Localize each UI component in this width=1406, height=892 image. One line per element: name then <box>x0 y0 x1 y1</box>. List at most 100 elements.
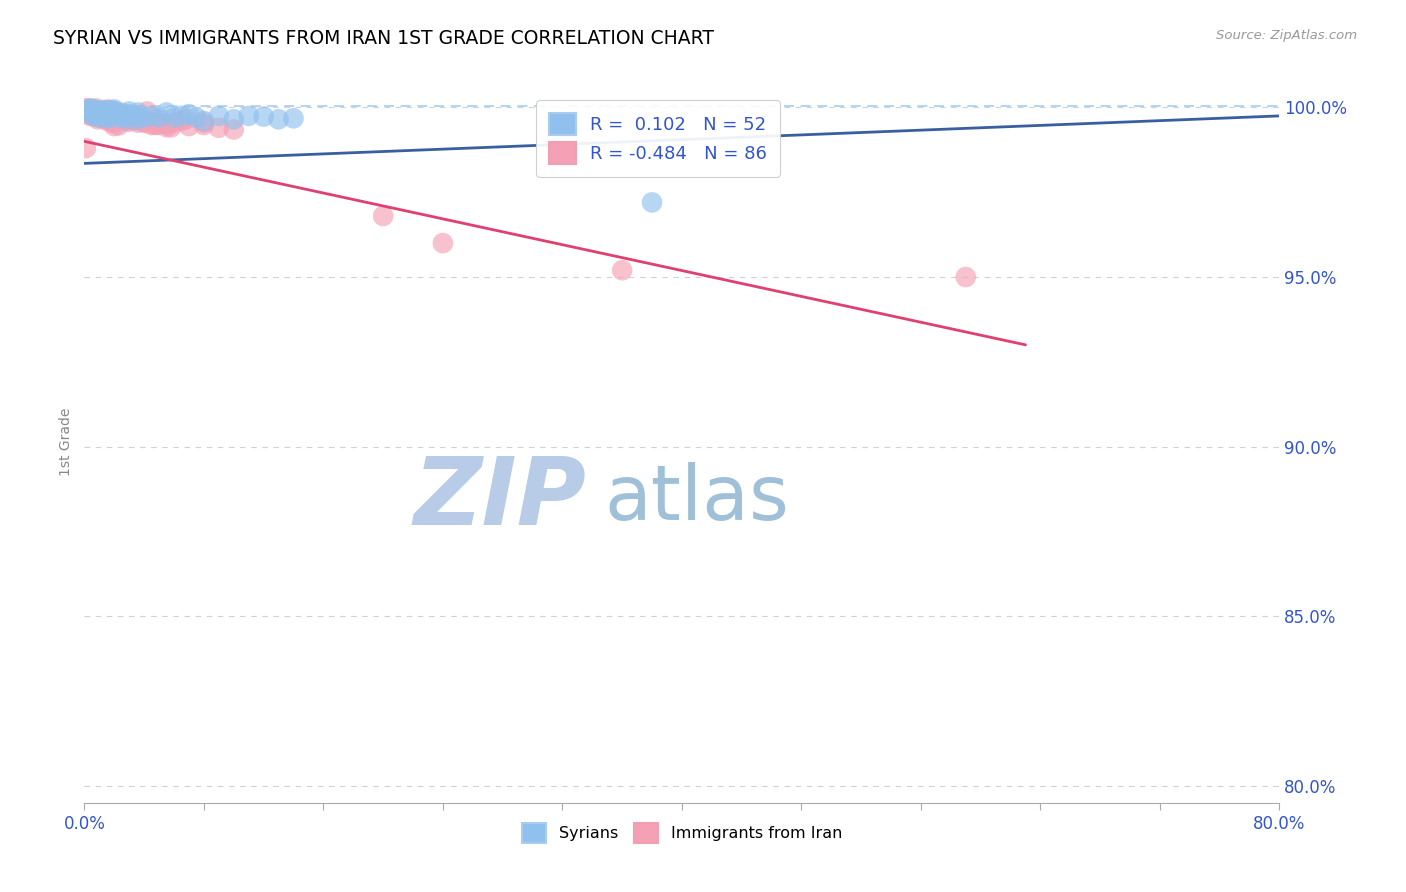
Point <box>97 112 120 126</box>
Point <box>89 106 111 120</box>
Point <box>283 112 305 126</box>
Point <box>118 107 141 121</box>
Point <box>90 107 112 121</box>
Point <box>75 103 97 118</box>
Point <box>80 104 103 119</box>
Point <box>112 109 135 123</box>
Point <box>100 110 122 124</box>
Point <box>97 103 120 118</box>
Point <box>163 116 186 130</box>
Point <box>135 116 157 130</box>
Point <box>79 105 101 120</box>
Point <box>93 103 115 117</box>
Point <box>77 103 100 117</box>
Legend: Syrians, Immigrants from Iran: Syrians, Immigrants from Iran <box>516 817 848 849</box>
Point <box>79 102 101 116</box>
Point <box>146 118 169 132</box>
Point <box>96 112 118 126</box>
Point <box>112 110 135 124</box>
Point <box>87 108 110 122</box>
Point <box>91 109 114 123</box>
Point <box>132 114 156 128</box>
Point <box>432 236 454 251</box>
Point <box>193 114 215 128</box>
Point <box>148 112 170 127</box>
Point <box>118 104 141 119</box>
Point <box>955 270 977 285</box>
Point <box>76 103 98 117</box>
Point <box>132 111 156 125</box>
Point <box>186 111 208 125</box>
Point <box>111 107 134 121</box>
Point <box>83 106 105 120</box>
Point <box>77 102 100 116</box>
Point <box>79 103 101 118</box>
Point <box>125 112 148 127</box>
Point <box>91 105 114 120</box>
Point <box>118 112 141 126</box>
Point <box>93 109 115 123</box>
Point <box>101 111 124 125</box>
Point <box>174 112 197 127</box>
Point <box>94 109 117 123</box>
Point <box>208 120 231 135</box>
Text: Source: ZipAtlas.com: Source: ZipAtlas.com <box>1216 29 1357 42</box>
Point <box>124 112 146 127</box>
Point <box>238 109 260 123</box>
Point <box>115 112 138 127</box>
Point <box>80 102 103 116</box>
Point <box>83 106 105 120</box>
Point <box>170 114 193 128</box>
Text: SYRIAN VS IMMIGRANTS FROM IRAN 1ST GRADE CORRELATION CHART: SYRIAN VS IMMIGRANTS FROM IRAN 1ST GRADE… <box>53 29 714 47</box>
Point <box>118 114 141 128</box>
Point <box>89 106 111 120</box>
Point <box>83 107 105 121</box>
Point <box>155 105 177 120</box>
Point <box>100 105 122 120</box>
Point <box>94 103 117 118</box>
Point <box>193 118 215 132</box>
Point <box>122 112 145 127</box>
Point <box>103 112 125 127</box>
Point <box>76 105 98 120</box>
Point <box>82 104 104 119</box>
Point <box>111 106 134 120</box>
Point <box>105 108 128 122</box>
Point <box>127 116 149 130</box>
Point <box>148 111 170 125</box>
Point <box>96 109 118 123</box>
Point <box>79 109 101 123</box>
Point <box>612 263 634 277</box>
Point <box>80 104 103 119</box>
Point <box>77 105 100 120</box>
Point <box>101 104 124 119</box>
Point <box>80 102 103 116</box>
Point <box>163 111 186 125</box>
Point <box>222 122 245 136</box>
Point <box>76 103 98 118</box>
Point <box>83 110 105 124</box>
Point <box>127 105 149 120</box>
Point <box>86 102 108 116</box>
Point <box>132 115 156 129</box>
Point <box>97 103 120 117</box>
Point <box>101 116 124 130</box>
Point <box>122 109 145 123</box>
Point <box>141 109 163 123</box>
Point <box>177 107 200 121</box>
Point <box>193 116 215 130</box>
Point <box>148 117 170 131</box>
Point <box>86 103 108 117</box>
Point <box>253 110 276 124</box>
Point <box>177 119 200 133</box>
Point <box>98 114 121 128</box>
Point <box>170 109 193 123</box>
Point <box>107 109 129 123</box>
Point <box>118 108 141 122</box>
Point <box>107 119 129 133</box>
Point <box>76 101 98 115</box>
Point <box>127 111 149 125</box>
Point <box>110 111 132 125</box>
Point <box>97 112 120 127</box>
Point <box>94 108 117 122</box>
